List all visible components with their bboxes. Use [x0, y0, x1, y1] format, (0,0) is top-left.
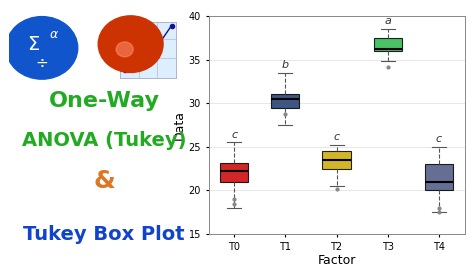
- Text: a: a: [384, 16, 391, 26]
- Text: $\alpha$: $\alpha$: [49, 28, 59, 41]
- Text: $\div$: $\div$: [36, 55, 48, 70]
- Text: c: c: [231, 130, 237, 140]
- Text: $\Sigma$: $\Sigma$: [27, 35, 40, 54]
- PathPatch shape: [322, 151, 351, 169]
- Circle shape: [116, 42, 133, 57]
- PathPatch shape: [425, 164, 453, 190]
- Circle shape: [6, 16, 78, 79]
- Circle shape: [98, 16, 163, 72]
- Text: c: c: [334, 132, 339, 143]
- Y-axis label: Data: Data: [173, 110, 186, 140]
- Bar: [120, 22, 176, 78]
- PathPatch shape: [271, 94, 300, 107]
- PathPatch shape: [220, 163, 248, 182]
- Text: One-Way: One-Way: [49, 91, 160, 111]
- Text: ANOVA (Tukey): ANOVA (Tukey): [22, 131, 187, 151]
- X-axis label: Factor: Factor: [318, 255, 356, 266]
- Text: Tukey Box Plot: Tukey Box Plot: [24, 225, 185, 244]
- Text: &: &: [93, 169, 115, 193]
- Text: c: c: [436, 134, 442, 144]
- Text: b: b: [282, 60, 289, 70]
- PathPatch shape: [374, 38, 402, 51]
